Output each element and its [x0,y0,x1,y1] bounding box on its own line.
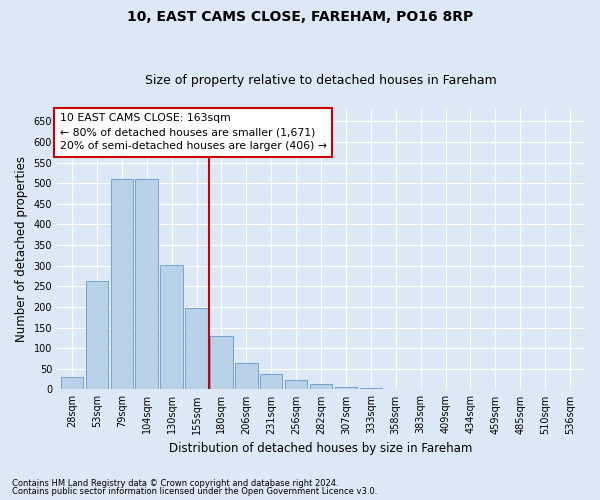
Bar [385,388,407,390]
Text: Contains public sector information licensed under the Open Government Licence v3: Contains public sector information licen… [12,487,377,496]
Bar [359,388,382,390]
Text: 10, EAST CAMS CLOSE, FAREHAM, PO16 8RP: 10, EAST CAMS CLOSE, FAREHAM, PO16 8RP [127,10,473,24]
Bar [61,377,83,390]
Bar [210,336,233,390]
Bar [110,178,133,390]
Bar [185,308,208,390]
Bar [136,178,158,390]
Bar [235,362,257,390]
Title: Size of property relative to detached houses in Fareham: Size of property relative to detached ho… [145,74,497,87]
X-axis label: Distribution of detached houses by size in Fareham: Distribution of detached houses by size … [169,442,473,455]
Text: 10 EAST CAMS CLOSE: 163sqm
← 80% of detached houses are smaller (1,671)
20% of s: 10 EAST CAMS CLOSE: 163sqm ← 80% of deta… [59,113,326,151]
Text: Contains HM Land Registry data © Crown copyright and database right 2024.: Contains HM Land Registry data © Crown c… [12,478,338,488]
Y-axis label: Number of detached properties: Number of detached properties [15,156,28,342]
Bar [260,374,283,390]
Bar [160,265,183,390]
Bar [310,384,332,390]
Bar [335,386,357,390]
Bar [86,281,108,390]
Bar [285,380,307,390]
